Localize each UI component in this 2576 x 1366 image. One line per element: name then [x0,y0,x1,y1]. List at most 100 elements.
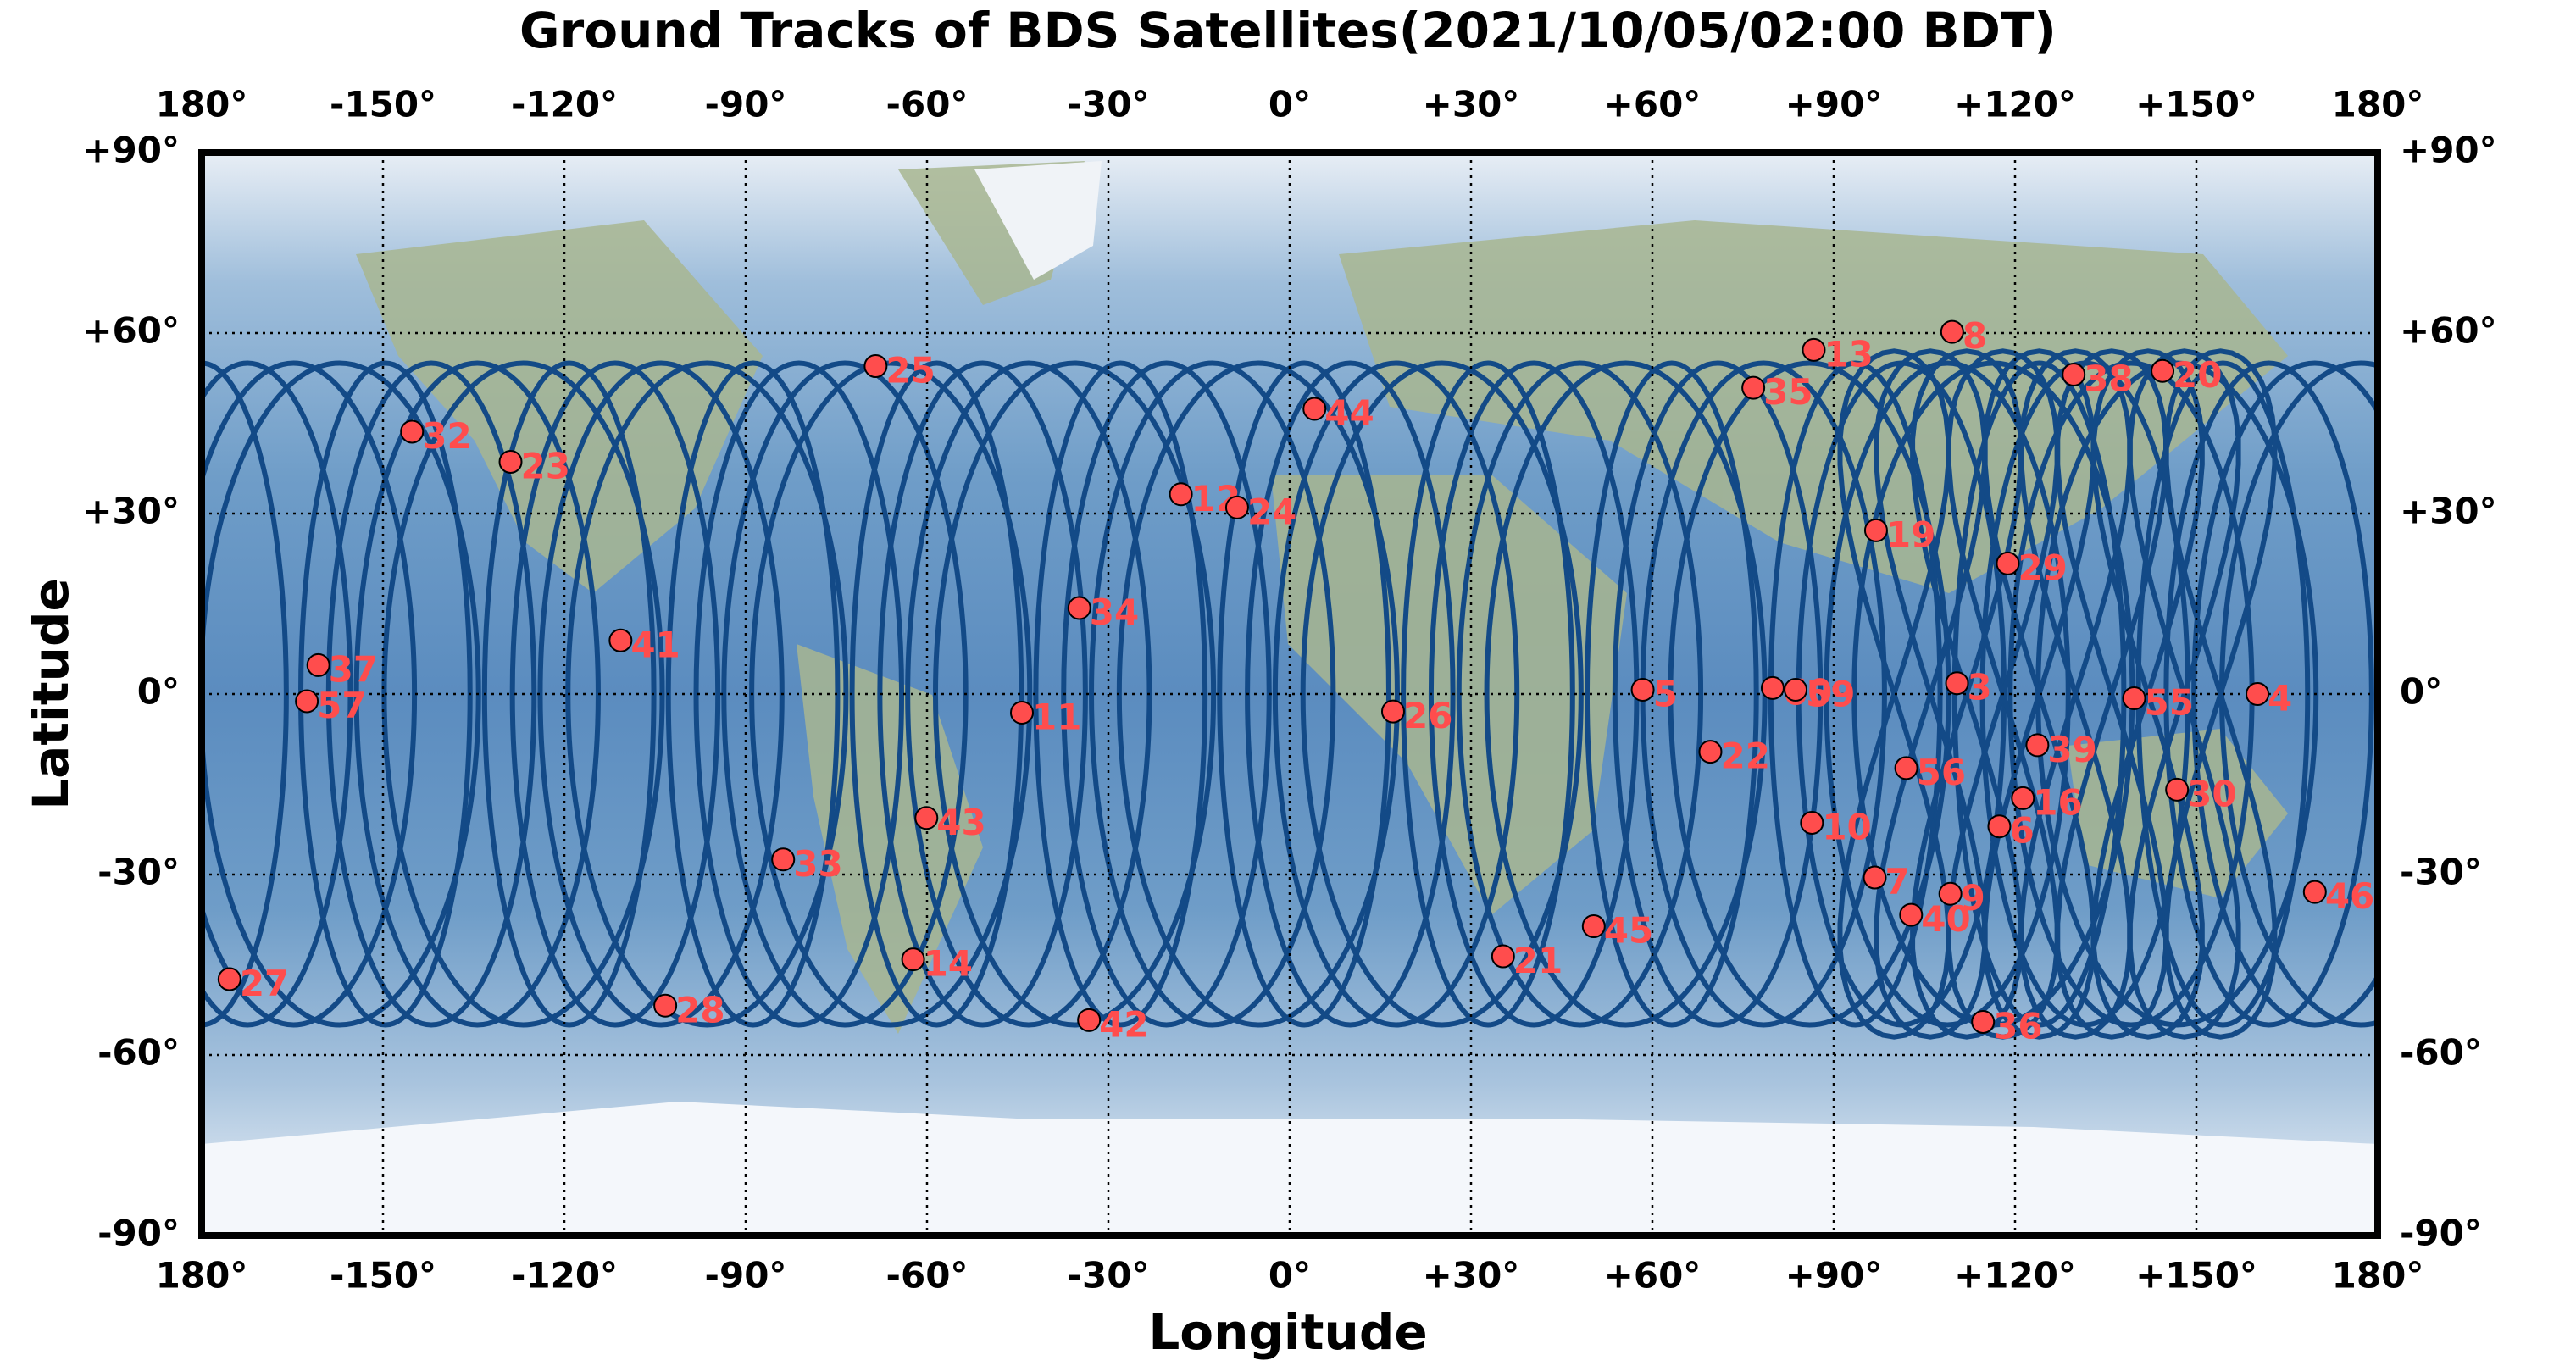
satellite-point [1581,914,1606,939]
satellite-label: 16 [2033,781,2082,823]
satellite-point [2246,682,2270,706]
x-tick-label-top: 180° [156,84,248,125]
ground-track [1217,360,1391,1028]
ground-track [1300,360,1584,1028]
x-tick-label-top: +30° [1423,84,1520,125]
ticks: 180° 180° -150° -150° -120° -120° -90° -90° -60°… [82,84,2496,1297]
satellite-point [1302,397,1327,421]
satellite-point [1894,756,1918,780]
satellite-label: 40 [1921,898,1970,940]
y-tick-label-right: -90° [2400,1213,2482,1254]
satellite-label: 30 [2187,773,2236,814]
y-tick-label-left: +30° [82,491,180,532]
satellite-point [2151,358,2175,383]
x-tick-label-top: 0° [1269,84,1311,125]
ground-track [877,360,1088,1028]
x-tick-label-bottom: -60° [886,1255,969,1297]
ground-track [1401,360,1575,1028]
satellite-label: 11 [1032,697,1081,738]
satellite-label: 45 [1604,910,1653,952]
satellite-point [2062,362,2086,386]
x-tick-label-top: +150° [2135,84,2257,125]
satellite-point [1009,701,1034,725]
satellite-point [653,993,678,1018]
ground-track [693,360,905,1028]
satellite-point [498,449,523,474]
satellite-point [608,628,633,652]
satellite-point [1899,902,1924,927]
satellite-label: 21 [1513,940,1563,981]
satellite-point [901,947,925,972]
satellite-point [2165,777,2190,802]
grid [200,151,2379,1237]
y-tick-label-left: -60° [97,1032,180,1074]
satellite-point [217,967,242,991]
satellite-point [1945,671,1969,696]
satellite-label: 5 [1653,674,1678,715]
satellite-label: 28 [675,989,724,1030]
satellite-point [1760,675,1785,700]
satellite-point [1940,319,1964,344]
x-tick-label-bottom: +60° [1604,1255,1702,1297]
satellite-point [1077,1008,1102,1032]
ground-track [1584,360,1759,1028]
satellite-label: 33 [793,843,842,885]
satellite-label: 6 [2009,810,2034,852]
satellite-label: 39 [2047,729,2096,770]
satellite-label: 37 [329,648,378,690]
satellite-label: 4 [2268,678,2292,719]
ground-track [1456,360,1704,1028]
satellite-point [400,419,425,444]
satellite-point [1380,699,1405,724]
satellite-point [1800,810,1824,835]
ground-track [325,360,537,1028]
y-tick-label-left: -90° [97,1213,180,1254]
x-tick-label-top: -30° [1068,84,1150,125]
x-axis-label: Longitude [1148,1303,1427,1361]
ground-track [202,360,418,1028]
x-tick-label-top: -120° [511,84,618,125]
ground-track [202,360,353,1028]
satellite-point [2011,786,2035,810]
satellite-point [1971,1009,1996,1034]
satellite-point [1996,551,2020,575]
satellite-label: 46 [2325,875,2374,917]
x-tick-label-top: -60° [886,84,969,125]
y-tick-label-right: +90° [2400,130,2497,171]
satellite-point [914,806,939,830]
y-tick-label-right: 0° [2400,671,2442,713]
ground-track [1089,360,1336,1028]
satellite-point [1938,881,1963,906]
satellite-label: 59 [1806,674,1855,715]
x-tick-label-top: +120° [1954,84,2076,125]
igso-track [2127,348,2241,1040]
y-axis-label: Latitude [22,578,80,810]
x-tick-label-top: 180° [2332,84,2424,125]
satellite-label: 32 [422,415,471,457]
satellite-label: 26 [1403,695,1452,736]
x-tick-label-bottom: +150° [2135,1255,2257,1297]
satellite-point [1863,865,1887,890]
y-tick-label-left: +90° [82,130,180,171]
satellite-label: 3 [1968,667,1992,708]
satellite-point [863,354,888,379]
satellite-label: 29 [2018,547,2067,588]
satellite-point [1630,678,1655,702]
satellite-label: 56 [1917,752,1966,793]
satellite-label: 13 [1824,333,1873,375]
satellite-point [1491,944,1515,969]
ground-track [1033,360,1208,1028]
satellite-label: 8 [1963,315,1987,357]
satellite-point [1802,337,1826,362]
satellite-point [306,652,330,677]
satellite-label: 24 [1247,491,1296,532]
satellite-point [1698,740,1723,764]
satellite-point [2122,686,2146,710]
satellite-point [1784,678,1808,702]
satellite-label: 14 [924,943,973,985]
satellite-label: 20 [2173,354,2222,396]
satellite-point [1169,482,1193,507]
ground-track [2163,360,2374,1028]
y-tick-label-right: -30° [2400,852,2482,893]
